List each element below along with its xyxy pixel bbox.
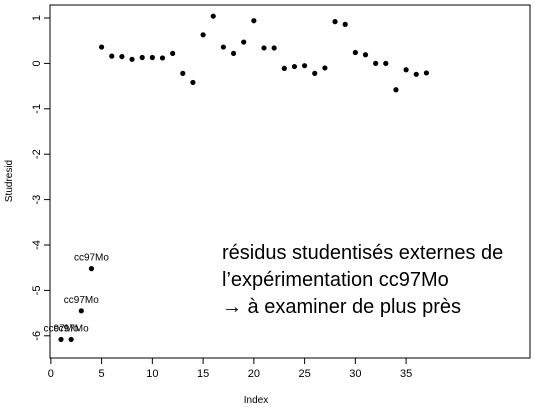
x-tick-label: 20 bbox=[248, 368, 260, 380]
data-point bbox=[261, 45, 267, 51]
point-label: cc97Mo bbox=[43, 323, 78, 334]
point-label: cc97Mo bbox=[64, 295, 99, 306]
x-tick-label: 15 bbox=[197, 368, 209, 380]
data-point bbox=[200, 32, 206, 38]
data-point bbox=[362, 52, 369, 58]
annotation-line-3: → à examiner de plus près bbox=[222, 296, 462, 318]
data-point bbox=[332, 19, 338, 25]
data-point bbox=[342, 21, 348, 27]
annotation-text: résidus studentisés externes de l’expéri… bbox=[222, 240, 503, 321]
x-tick-label: 25 bbox=[298, 368, 310, 380]
y-tick-label: -3 bbox=[31, 195, 43, 205]
plot-frame bbox=[49, 4, 531, 359]
data-point bbox=[302, 63, 308, 69]
data-point bbox=[78, 308, 84, 314]
y-tick-label: -5 bbox=[31, 286, 43, 296]
data-point bbox=[241, 39, 247, 45]
data-point bbox=[109, 53, 115, 59]
data-point bbox=[230, 50, 237, 57]
data-point bbox=[68, 336, 74, 343]
y-tick-label: -1 bbox=[31, 104, 43, 114]
data-point bbox=[393, 87, 399, 93]
data-point bbox=[149, 54, 155, 61]
y-axis-label: Studresid bbox=[4, 160, 15, 202]
data-point bbox=[312, 70, 318, 76]
data-point bbox=[383, 60, 389, 66]
x-tick-label: 35 bbox=[400, 368, 412, 380]
data-point bbox=[119, 53, 125, 60]
x-tick-label: 10 bbox=[146, 368, 158, 380]
data-point bbox=[99, 44, 105, 50]
data-point bbox=[139, 54, 145, 61]
data-point bbox=[413, 71, 419, 77]
x-axis-label: Index bbox=[244, 395, 268, 406]
y-tick-label: 1 bbox=[31, 15, 43, 21]
data-point bbox=[220, 44, 226, 50]
data-point bbox=[88, 266, 95, 272]
data-points bbox=[58, 13, 429, 343]
point-label: cc97Mo bbox=[74, 253, 109, 264]
data-point bbox=[58, 336, 64, 343]
data-point bbox=[159, 55, 166, 61]
data-point bbox=[373, 60, 379, 66]
annotation-line-1: résidus studentisés externes de bbox=[222, 242, 504, 264]
data-point bbox=[251, 18, 257, 24]
y-tick-label: -2 bbox=[31, 149, 43, 159]
x-tick-label: 30 bbox=[349, 368, 361, 380]
data-point bbox=[291, 63, 298, 70]
data-point bbox=[423, 70, 429, 76]
y-tick-label: -6 bbox=[31, 331, 43, 341]
x-tick-label: 5 bbox=[99, 368, 105, 380]
data-point bbox=[271, 45, 277, 51]
point-label: cc97Mo bbox=[54, 323, 89, 334]
data-point bbox=[322, 65, 328, 71]
x-tick-label: 0 bbox=[48, 368, 54, 380]
annotation-line-2: l’expérimentation cc97Mo bbox=[222, 269, 449, 291]
y-tick-label: -4 bbox=[31, 240, 43, 250]
data-point bbox=[281, 65, 287, 71]
data-point bbox=[180, 70, 186, 76]
data-point bbox=[210, 13, 216, 19]
data-point bbox=[352, 49, 358, 56]
data-point bbox=[403, 67, 409, 73]
data-point bbox=[190, 79, 196, 86]
y-tick-label: 0 bbox=[31, 60, 43, 66]
data-point bbox=[129, 56, 135, 62]
data-point bbox=[170, 50, 176, 57]
